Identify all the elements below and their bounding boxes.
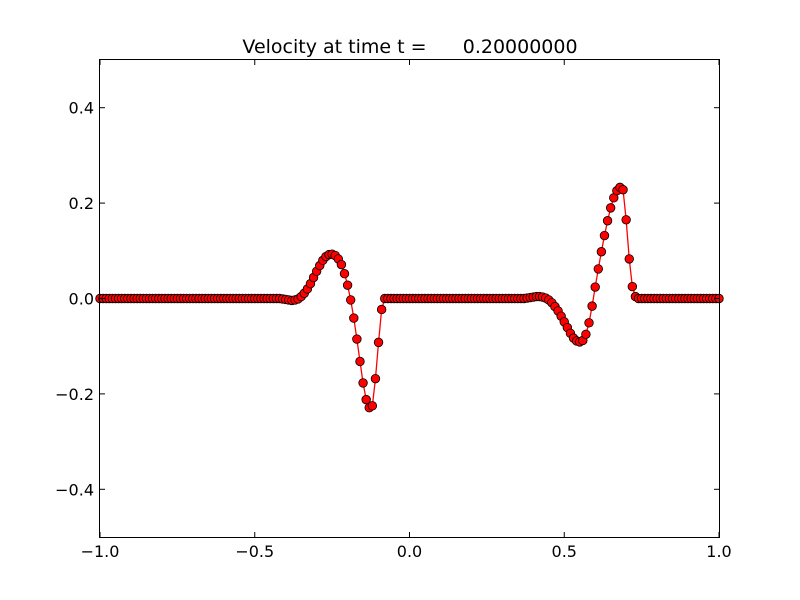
data-point [618, 185, 628, 195]
x-tick-label: −1.0 [81, 542, 120, 561]
x-tick-label: 0.5 [552, 542, 577, 561]
axis-ticks: −1.0 −0.5 0.0 0.5 1.0 −0.4 −0.2 0.0 0.2 0.4 [55, 60, 732, 561]
data-point [336, 259, 347, 270]
data-point [605, 203, 616, 213]
y-tick-label: 0.4 [69, 99, 94, 118]
x-tick-label: −0.5 [235, 542, 274, 561]
data-point [370, 373, 381, 384]
data-point [358, 378, 368, 388]
y-tick-label: 0.2 [69, 194, 94, 213]
data-point [602, 216, 613, 226]
axes-frame [99, 59, 720, 538]
data-point [355, 356, 365, 367]
x-tick-label: 1.0 [706, 542, 731, 561]
x-tick-label: 0.0 [397, 542, 422, 561]
data-point [596, 247, 607, 257]
data-point [349, 313, 359, 323]
data-point [587, 301, 597, 311]
data-point [346, 295, 356, 305]
data-point [373, 337, 384, 348]
data-point [621, 215, 631, 225]
y-tick-label: −0.2 [55, 385, 94, 404]
data-point [624, 254, 634, 264]
data-point [367, 401, 378, 411]
chart-title: Velocity at time t = 0.20000000 [242, 36, 577, 58]
data-point [584, 318, 594, 328]
data-point [339, 269, 350, 279]
data-point [342, 280, 353, 290]
data-point [599, 230, 610, 241]
data-point [590, 282, 600, 292]
plot-area [95, 182, 724, 413]
data-point [376, 304, 387, 315]
data-point [361, 394, 371, 405]
y-tick-label: −0.4 [55, 480, 94, 499]
y-tick-label: 0.0 [69, 290, 94, 309]
data-point [581, 329, 591, 339]
data-point [352, 334, 362, 344]
data-point [593, 264, 603, 274]
data-point [627, 281, 638, 292]
